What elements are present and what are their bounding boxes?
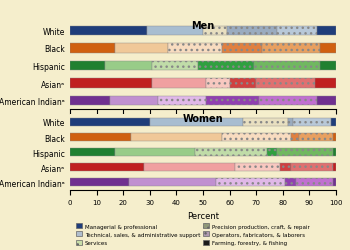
Bar <box>70 148 115 156</box>
Bar <box>70 133 131 141</box>
Bar <box>320 62 336 71</box>
Bar <box>128 178 216 186</box>
Bar <box>153 62 198 71</box>
Bar <box>299 133 333 141</box>
Bar <box>198 62 253 71</box>
Legend: Managerial & professional, Technical, sales, & administrative support, Services,: Managerial & professional, Technical, sa… <box>74 221 312 247</box>
Bar <box>278 26 317 36</box>
Bar <box>230 79 256 88</box>
Bar <box>227 26 278 36</box>
Bar <box>70 178 128 186</box>
Bar <box>222 133 291 141</box>
Bar <box>317 26 336 36</box>
Bar <box>70 118 150 126</box>
Bar <box>293 118 331 126</box>
Bar <box>267 148 278 156</box>
Bar <box>70 26 147 36</box>
Text: Men: Men <box>191 21 215 31</box>
Bar <box>206 96 259 106</box>
Bar <box>333 164 336 172</box>
Text: Women: Women <box>183 114 223 124</box>
Bar <box>315 79 336 88</box>
Bar <box>158 96 206 106</box>
Bar <box>235 164 280 172</box>
Bar <box>333 133 336 141</box>
Bar <box>70 164 145 172</box>
Bar <box>131 133 222 141</box>
Bar <box>331 118 336 126</box>
Bar <box>259 96 317 106</box>
Bar <box>115 44 168 54</box>
Bar <box>288 118 293 126</box>
Bar <box>70 79 153 88</box>
Bar <box>110 96 158 106</box>
Bar <box>150 118 243 126</box>
Bar <box>261 44 320 54</box>
Bar <box>256 79 315 88</box>
Bar <box>147 26 203 36</box>
Bar <box>253 62 320 71</box>
Bar <box>317 96 336 106</box>
Bar <box>168 44 222 54</box>
Bar <box>291 164 333 172</box>
Bar <box>222 44 261 54</box>
Bar <box>195 148 267 156</box>
Bar <box>333 148 336 156</box>
Bar <box>105 62 153 71</box>
Bar <box>203 26 227 36</box>
Bar <box>291 133 299 141</box>
Bar <box>333 178 336 186</box>
Bar <box>70 44 115 54</box>
Bar <box>70 96 110 106</box>
Bar <box>280 164 291 172</box>
Bar <box>296 178 333 186</box>
Bar <box>145 164 235 172</box>
Bar <box>216 178 286 186</box>
X-axis label: Percent: Percent <box>187 211 219 220</box>
Bar <box>243 118 288 126</box>
Bar <box>320 44 336 54</box>
Bar <box>278 148 333 156</box>
Bar <box>115 148 195 156</box>
Bar <box>70 62 105 71</box>
Bar <box>153 79 206 88</box>
Bar <box>286 178 296 186</box>
Bar <box>206 79 230 88</box>
